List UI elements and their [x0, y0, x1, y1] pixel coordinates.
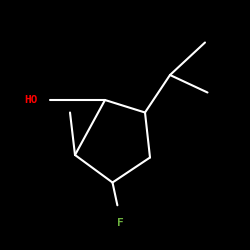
Text: F: F [116, 218, 123, 228]
Text: HO: HO [24, 95, 38, 105]
